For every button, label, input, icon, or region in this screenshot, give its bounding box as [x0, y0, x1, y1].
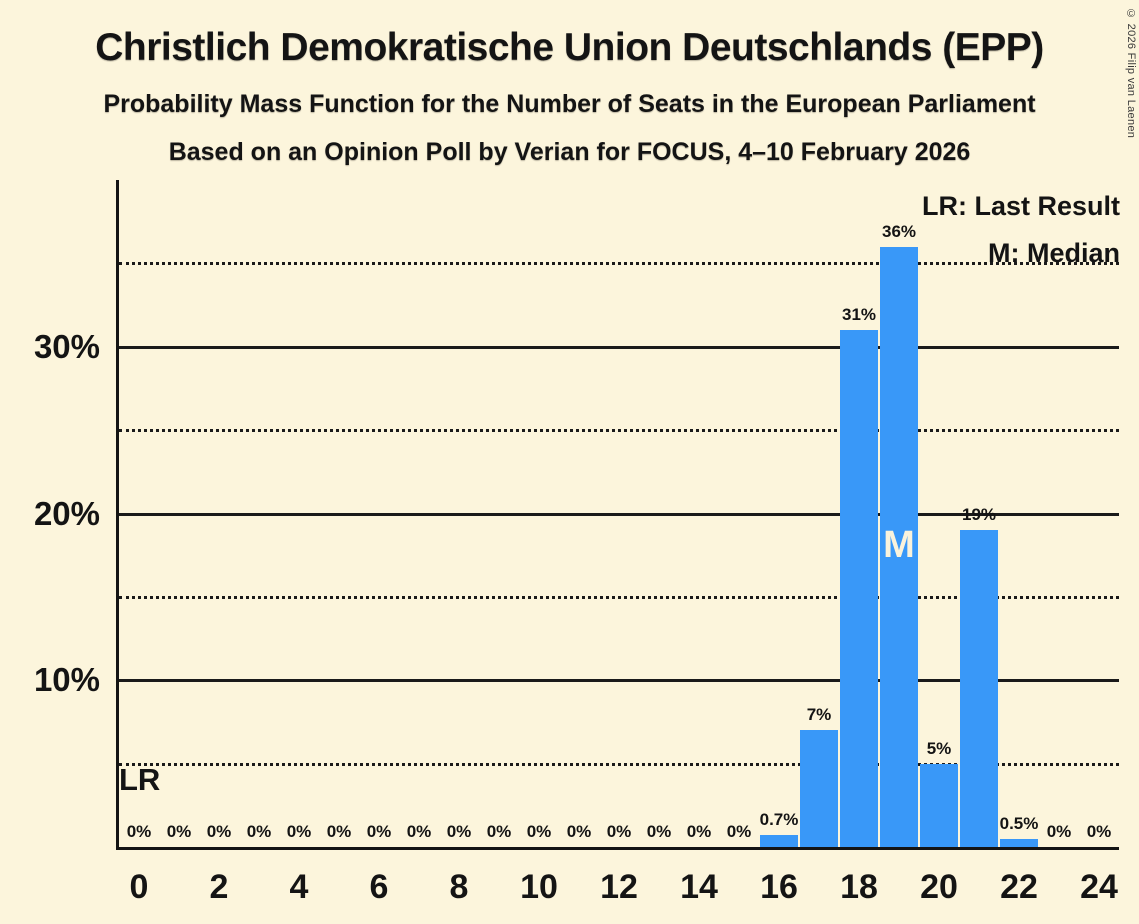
x-axis-label-18: 18: [840, 868, 878, 906]
gridline-dotted-15pct: [119, 595, 1119, 599]
bar-value-label-seat-24: 0%: [1086, 822, 1112, 841]
gridline-20pct: [119, 512, 1119, 516]
bar-value-label-seat-13: 0%: [646, 822, 672, 841]
gridline-dotted-35pct: [119, 262, 1119, 266]
x-axis-label-0: 0: [129, 868, 149, 906]
bar-value-label-seat-22: 0.5%: [999, 813, 1039, 833]
x-axis-label-12: 12: [600, 868, 638, 906]
bar-value-label-seat-15: 0%: [726, 822, 752, 841]
bar-value-label-seat-10: 0%: [526, 822, 552, 841]
copyright-notice: © 2026 Filip van Laenen: [1125, 8, 1137, 139]
x-axis-label-16: 16: [760, 868, 798, 906]
bar-value-label-seat-5: 0%: [326, 822, 352, 841]
bar-value-label-seat-18: 31%: [841, 305, 877, 325]
x-axis-label-14: 14: [680, 868, 718, 906]
gridline-dotted-25pct: [119, 429, 1119, 433]
bar-seat-19: [880, 246, 918, 847]
bar-seat-17: [800, 730, 838, 847]
x-axis-label-4: 4: [289, 868, 309, 906]
bar-value-label-seat-2: 0%: [206, 822, 232, 841]
chart-legend: LR: Last Result M: Median: [922, 183, 1120, 277]
chart-poll-info: Based on an Opinion Poll by Verian for F…: [168, 138, 971, 166]
bar-seat-20: [920, 763, 958, 847]
chart-subtitle: Probability Mass Function for the Number…: [103, 90, 1036, 118]
bar-seat-18: [840, 330, 878, 847]
bar-value-label-seat-14: 0%: [686, 822, 712, 841]
x-axis-label-22: 22: [1000, 868, 1038, 906]
median-marker: M: [883, 524, 915, 566]
last-result-marker: LR: [119, 762, 161, 797]
bar-value-label-seat-20: 5%: [926, 738, 952, 758]
bar-value-label-seat-3: 0%: [246, 822, 272, 841]
bar-value-label-seat-1: 0%: [166, 822, 192, 841]
bar-value-label-seat-12: 0%: [606, 822, 632, 841]
x-axis-label-20: 20: [920, 868, 958, 906]
legend-last-result: LR: Last Result: [921, 191, 1120, 221]
plot-area: LR M 0% 0% 0% 0% 0% 0% 0% 0% 0% 0% 0% 0% 0% 0% 0% 0% 0.7…: [116, 180, 1119, 850]
bar-seat-21: [960, 530, 998, 847]
y-axis-label-10pct: 10%: [33, 661, 100, 699]
x-axis-label-2: 2: [209, 868, 229, 906]
y-axis-label-30pct: 30%: [33, 327, 100, 365]
bar-value-label-seat-4: 0%: [286, 822, 312, 841]
bar-seat-22: [1000, 838, 1038, 847]
bar-value-label-seat-8: 0%: [446, 822, 472, 841]
bar-value-label-seat-17: 7%: [806, 705, 832, 725]
gridline-30pct: [119, 345, 1119, 349]
bar-value-label-seat-7: 0%: [406, 822, 432, 841]
bar-value-label-seat-6: 0%: [366, 822, 392, 841]
bar-value-label-seat-23: 0%: [1046, 822, 1072, 841]
gridline-dotted-5pct: [119, 762, 1119, 766]
x-axis-label-8: 8: [449, 868, 469, 906]
y-axis-label-20pct: 20%: [33, 494, 100, 532]
bar-value-label-seat-21: 19%: [961, 505, 997, 525]
bar-value-label-seat-0: 0%: [126, 822, 152, 841]
gridline-10pct: [119, 679, 1119, 683]
bar-value-label-seat-9: 0%: [486, 822, 512, 841]
page-title: Christlich Demokratische Union Deutschla…: [95, 26, 1044, 69]
bar-value-label-seat-19: 36%: [881, 221, 917, 241]
x-axis-label-10: 10: [520, 868, 558, 906]
bar-value-label-seat-11: 0%: [566, 822, 592, 841]
bar-seat-16: [760, 835, 798, 847]
x-axis-label-6: 6: [369, 868, 389, 906]
bar-value-label-seat-16: 0.7%: [759, 810, 799, 830]
x-axis-label-24: 24: [1080, 868, 1118, 906]
